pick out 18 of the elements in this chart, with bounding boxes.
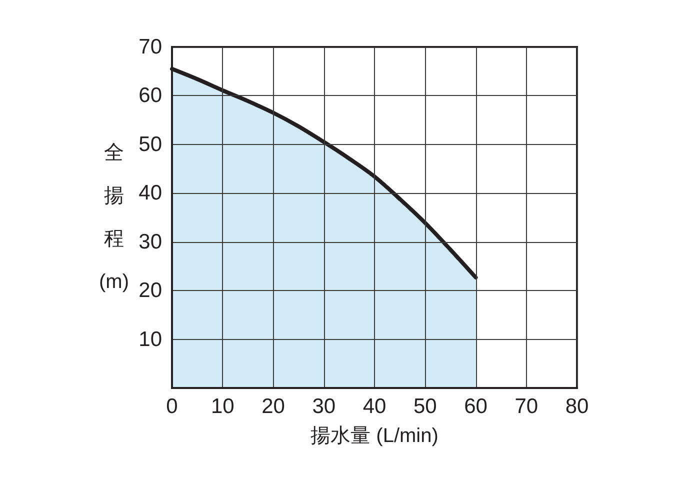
y-tick-label: 50 bbox=[138, 132, 162, 156]
y-tick-label: 40 bbox=[138, 182, 162, 205]
y-tick-label: 60 bbox=[138, 84, 162, 108]
x-tick-label: 40 bbox=[362, 395, 386, 418]
y-tick-label: 30 bbox=[138, 230, 162, 254]
x-axis-title: 揚水量 (L/min) bbox=[310, 425, 438, 447]
x-tick-label: 20 bbox=[262, 395, 285, 418]
x-tick-label: 10 bbox=[210, 395, 234, 418]
x-tick-label: 0 bbox=[166, 395, 178, 418]
x-tick-label: 30 bbox=[312, 395, 336, 418]
y-tick-label: 70 bbox=[138, 36, 162, 58]
y-tick-label: 20 bbox=[138, 279, 162, 302]
x-tick-label: 50 bbox=[413, 395, 437, 418]
x-tick-label: 60 bbox=[464, 395, 488, 418]
x-tick-label: 80 bbox=[565, 395, 589, 418]
y-tick-label: 10 bbox=[138, 328, 162, 351]
y-axis-title: 全揚程(m) bbox=[99, 142, 129, 293]
x-tick-label: 70 bbox=[514, 395, 538, 418]
